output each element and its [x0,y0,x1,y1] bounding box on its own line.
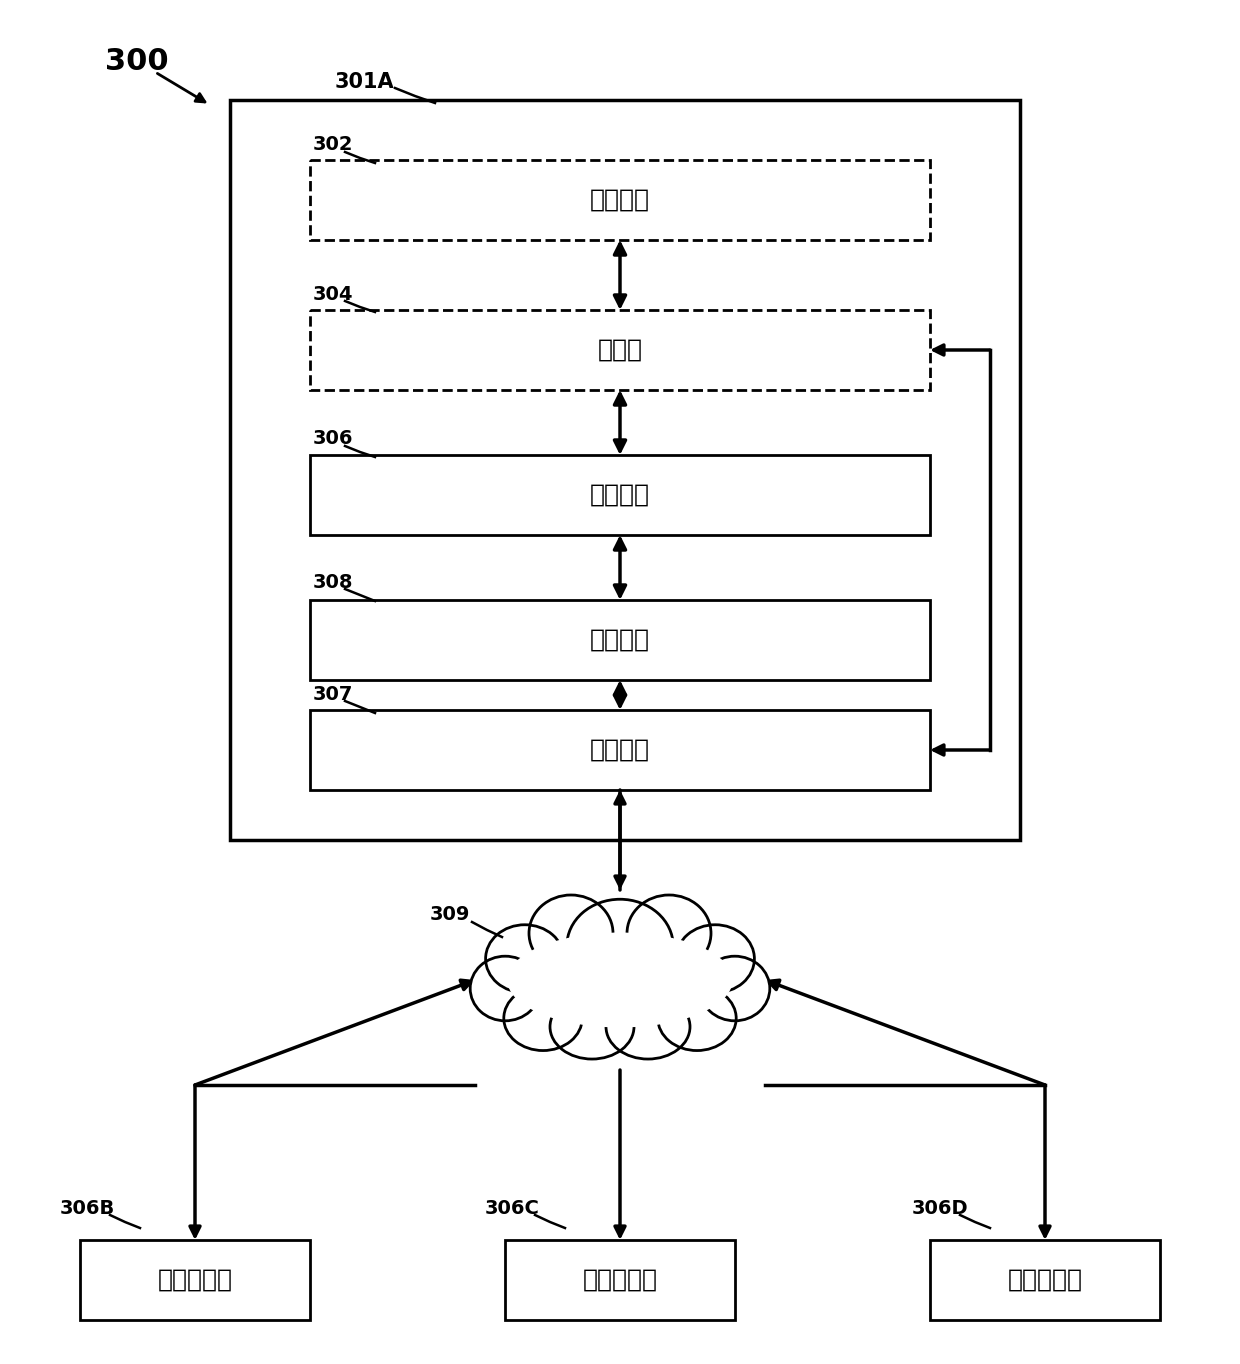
Text: 309: 309 [430,906,470,925]
Text: 306: 306 [312,430,353,449]
Ellipse shape [657,986,737,1050]
Text: 308: 308 [312,573,353,592]
Text: 306D: 306D [911,1199,968,1218]
Text: 304: 304 [312,285,353,304]
Ellipse shape [551,994,634,1058]
Text: 控制模块: 控制模块 [590,627,650,652]
Ellipse shape [486,925,564,993]
Ellipse shape [508,933,732,1027]
Bar [310,600,930,681]
Text: 存储介质: 存储介质 [590,483,650,507]
Text: 306B: 306B [60,1199,115,1218]
Bar [310,310,930,390]
Text: 网络接口: 网络接口 [590,738,650,762]
Text: 处理器: 处理器 [598,338,642,361]
Text: 计算机系统: 计算机系统 [583,1269,657,1292]
Ellipse shape [503,986,583,1050]
Bar [229,100,1021,840]
Text: 300: 300 [105,48,169,76]
Ellipse shape [699,956,770,1020]
Ellipse shape [529,895,613,971]
Ellipse shape [627,895,711,971]
Text: 301A: 301A [335,72,394,91]
Text: 计算机系统: 计算机系统 [157,1269,233,1292]
Bar [310,160,930,240]
Ellipse shape [606,994,689,1058]
Ellipse shape [567,899,673,993]
Bar [930,1240,1159,1320]
Text: 306C: 306C [485,1199,539,1218]
Text: 302: 302 [312,135,353,154]
Bar [81,1240,310,1320]
Text: 分析模块: 分析模块 [590,188,650,211]
Text: 307: 307 [312,685,353,704]
Bar [310,711,930,790]
Bar [505,1240,735,1320]
Text: 计算机系统: 计算机系统 [1007,1269,1083,1292]
Bar [310,456,930,535]
Ellipse shape [470,956,541,1020]
Ellipse shape [676,925,754,993]
